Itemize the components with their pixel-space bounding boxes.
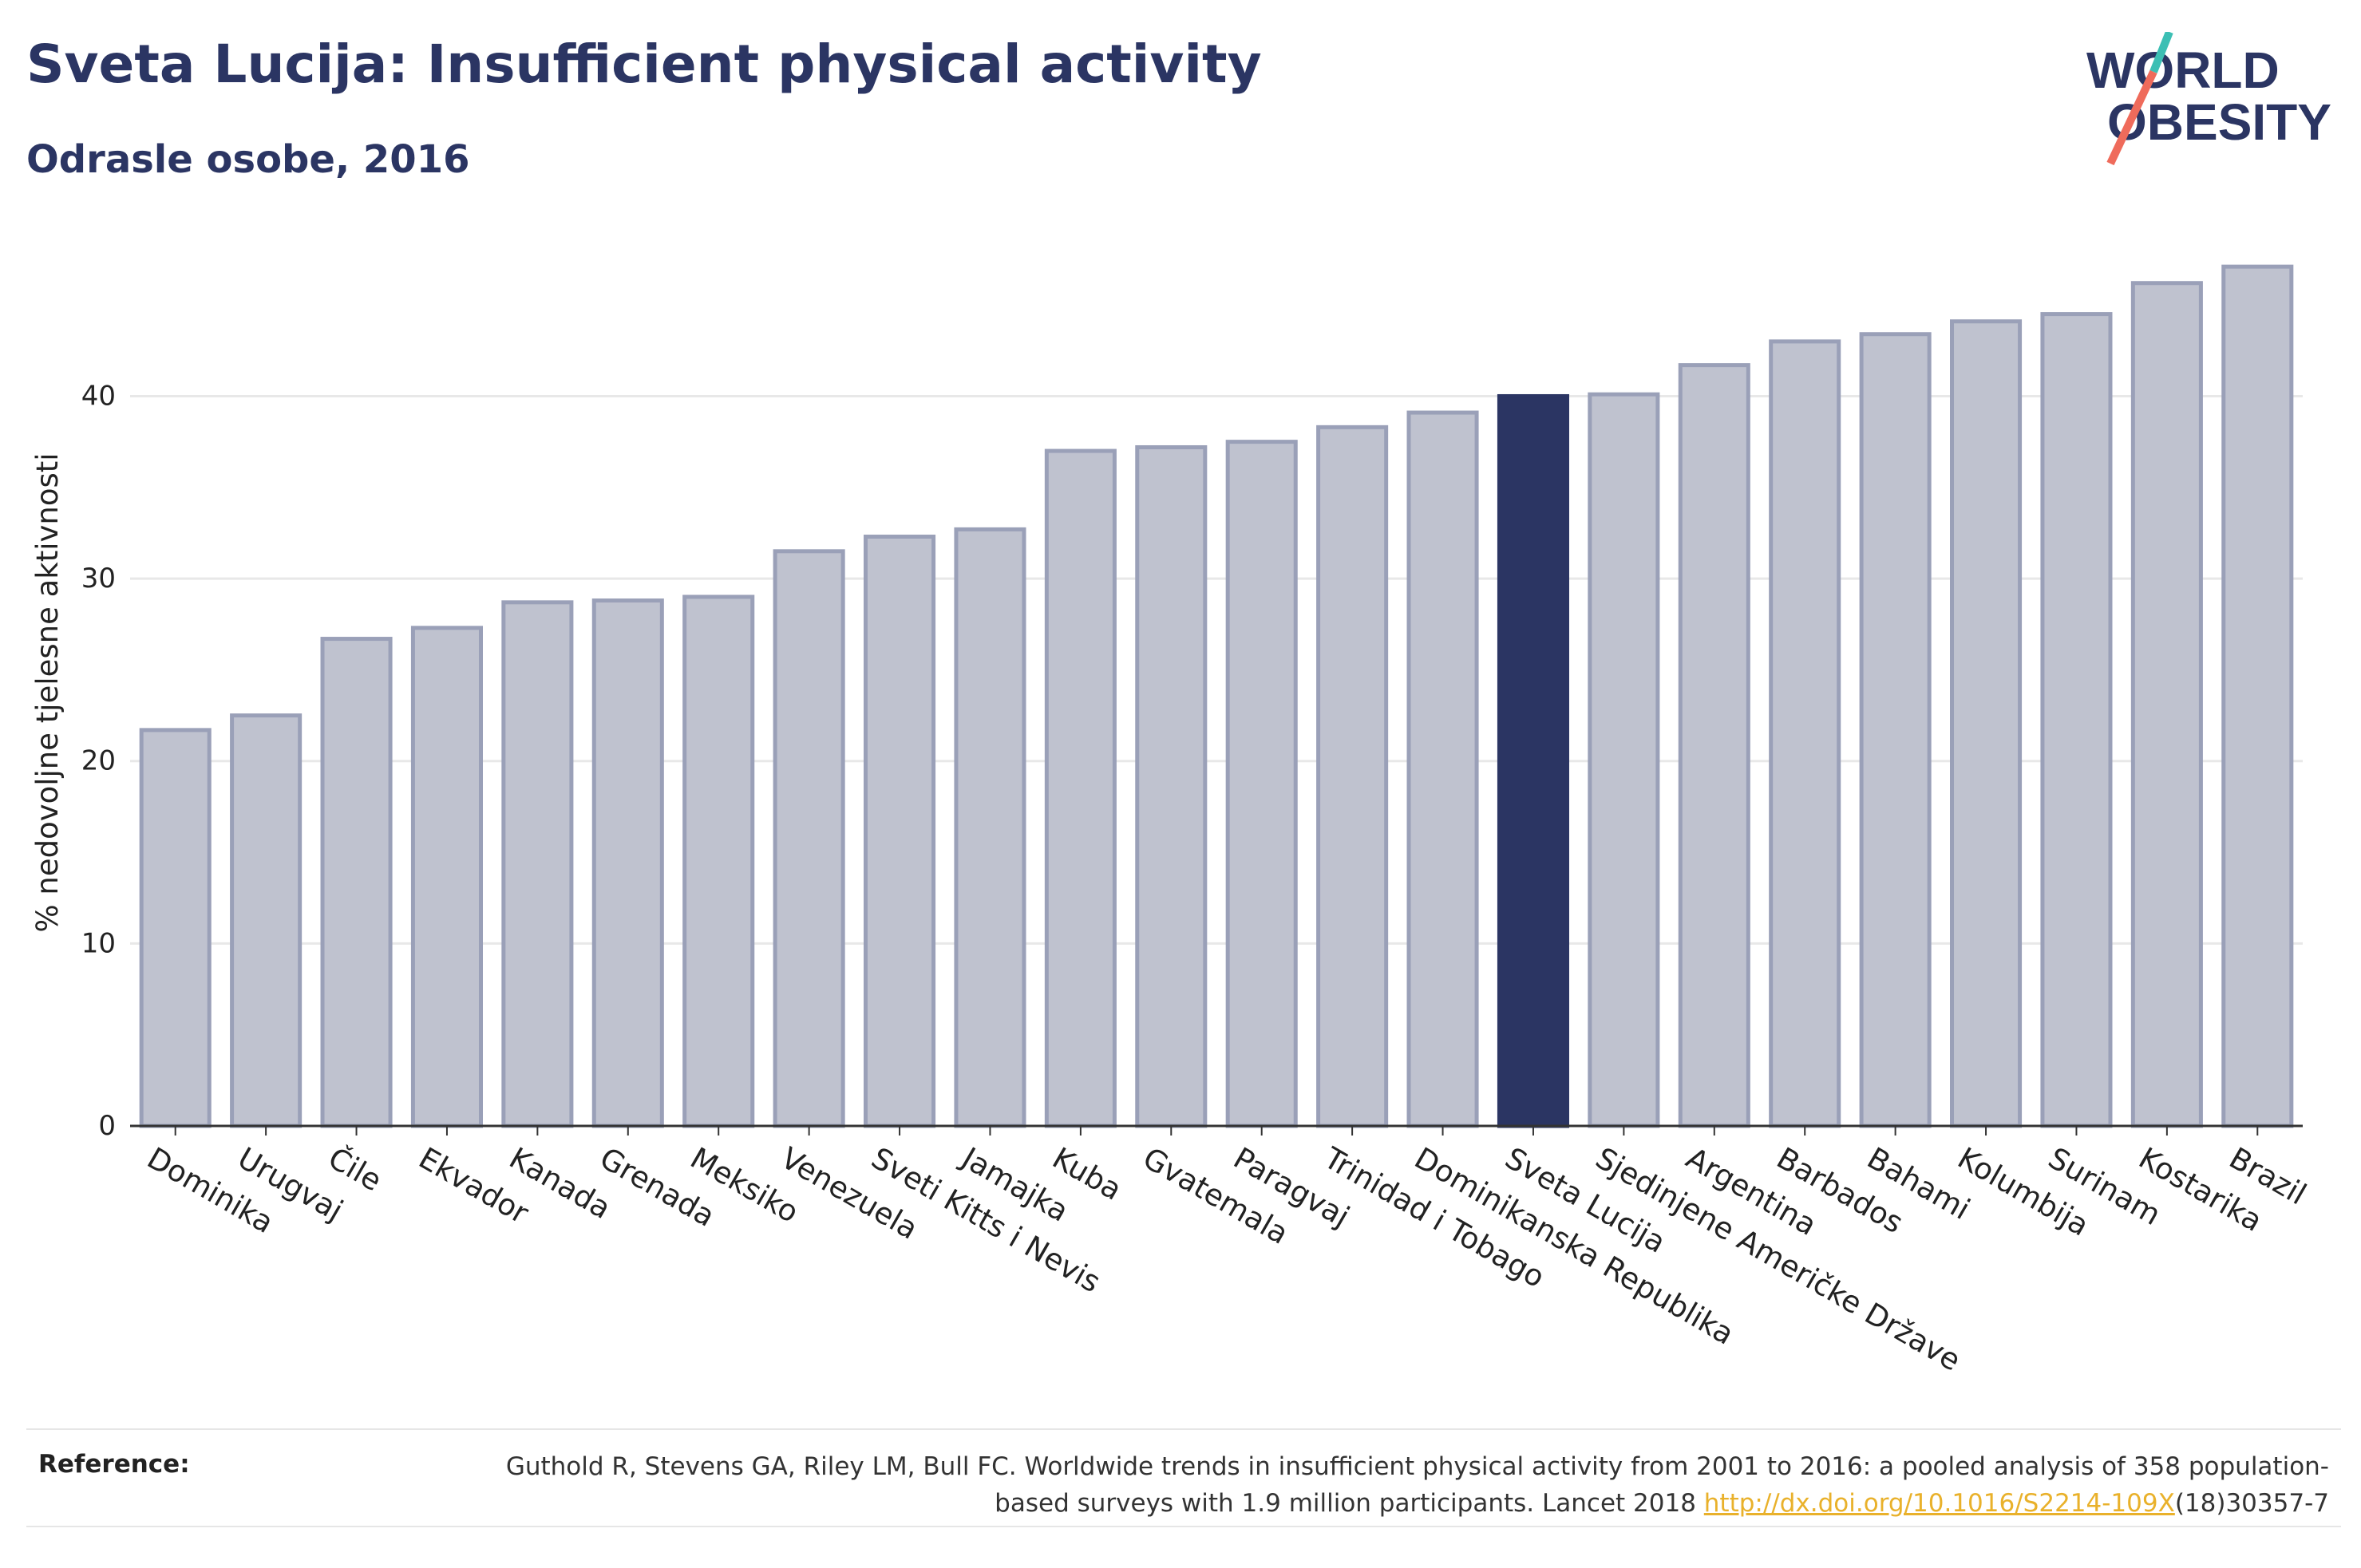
bar bbox=[320, 637, 393, 1128]
world-obesity-logo: WORLD OBESITY bbox=[2086, 32, 2331, 166]
logo-slash-coral bbox=[2106, 69, 2157, 166]
y-tick-label: 10 bbox=[81, 927, 116, 959]
bar bbox=[1678, 363, 1750, 1128]
bar bbox=[1225, 440, 1298, 1128]
bar bbox=[1044, 448, 1117, 1128]
reference-rule-top bbox=[26, 1428, 2341, 1430]
bar bbox=[591, 598, 664, 1128]
bar bbox=[230, 713, 303, 1128]
bar-highlighted bbox=[1497, 393, 1569, 1128]
y-tick-label: 40 bbox=[81, 380, 116, 412]
bar bbox=[2040, 312, 2113, 1128]
chart-subtitle: Odrasle osobe, 2016 bbox=[26, 137, 470, 182]
logo-line2: OBESITY bbox=[2107, 93, 2331, 151]
bar-chart: 0 10 20 30 40 % nedovoljne tjelesne aktivnost… bbox=[30, 264, 2312, 1378]
bar bbox=[501, 600, 574, 1128]
bar bbox=[773, 549, 845, 1128]
bar bbox=[2130, 281, 2203, 1128]
logo-slash-teal bbox=[2149, 32, 2173, 73]
bar bbox=[410, 626, 483, 1128]
y-tick-label: 30 bbox=[81, 563, 116, 594]
reference-label: Reference: bbox=[38, 1450, 190, 1479]
bar bbox=[1316, 425, 1389, 1128]
bar bbox=[139, 728, 212, 1128]
reference-rule-bottom bbox=[26, 1526, 2341, 1527]
logo-line1: WORLD bbox=[2086, 41, 2280, 99]
bar bbox=[1859, 332, 1932, 1128]
reference-citation: Guthold R, Stevens GA, Riley LM, Bull FC… bbox=[505, 1452, 2329, 1518]
y-axis-label: % nedovoljne tjelesne aktivnosti bbox=[30, 452, 65, 932]
bar bbox=[1950, 319, 2023, 1128]
bar bbox=[682, 594, 755, 1128]
reference-doi-link[interactable]: http://dx.doi.org/10.1016/S2214-109X bbox=[1703, 1489, 2175, 1518]
chart-title: Sveta Lucija: Insufficient physical acti… bbox=[26, 34, 1262, 95]
bar bbox=[864, 535, 936, 1128]
reference-citation-suffix: (18)30357-7 bbox=[2174, 1489, 2329, 1518]
bar bbox=[1769, 339, 1841, 1128]
bar bbox=[1135, 444, 1208, 1128]
reference-text: Guthold R, Stevens GA, Riley LM, Bull FC… bbox=[493, 1448, 2329, 1522]
y-tick-label: 20 bbox=[81, 745, 116, 777]
y-tick-label: 0 bbox=[98, 1110, 116, 1142]
bar bbox=[1588, 392, 1660, 1128]
bar bbox=[954, 527, 1026, 1128]
bar bbox=[1406, 410, 1479, 1128]
bar bbox=[2221, 264, 2294, 1128]
